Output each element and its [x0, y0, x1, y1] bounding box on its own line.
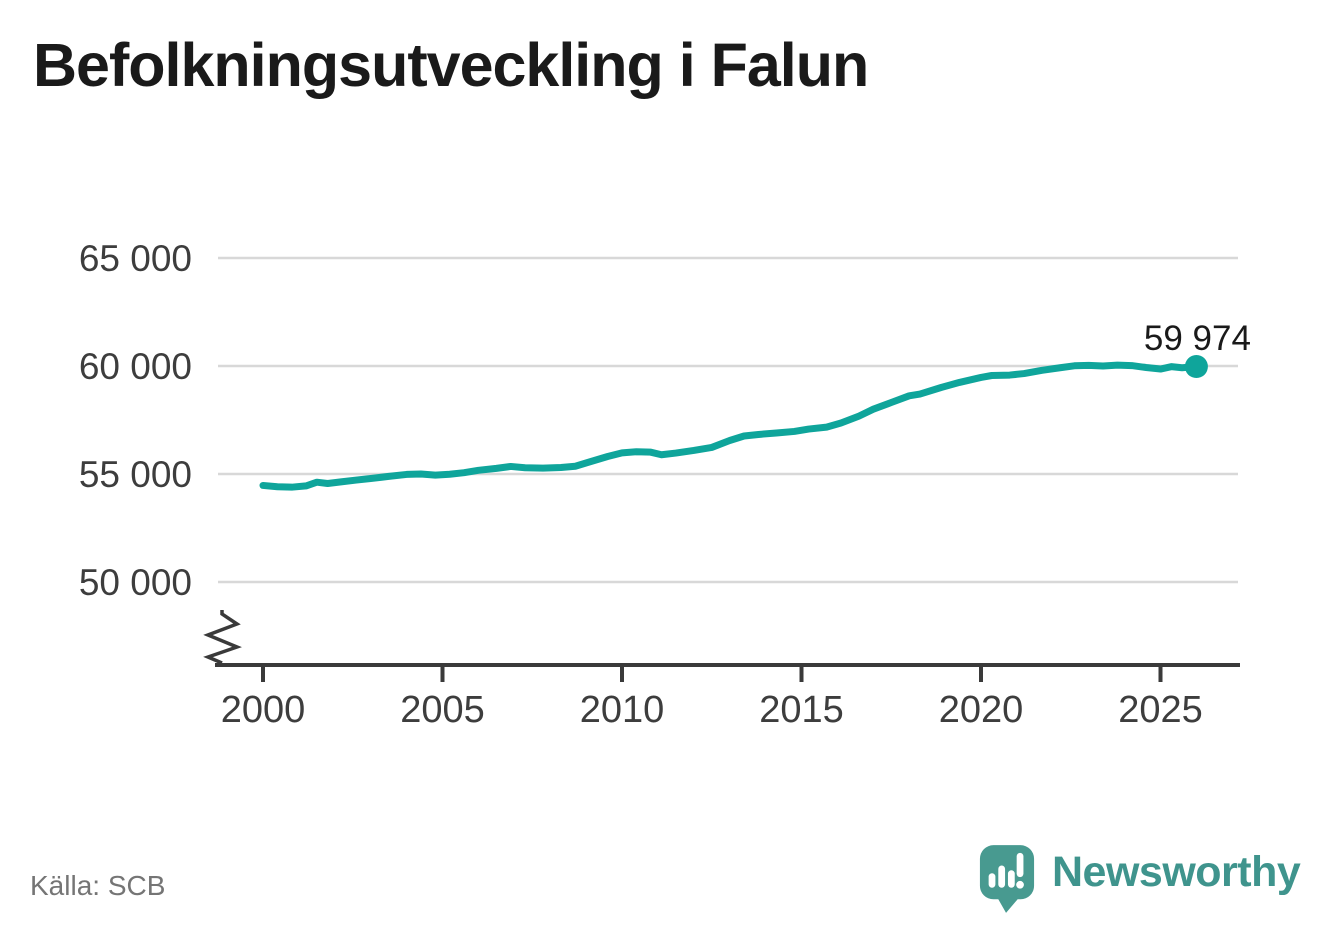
bar-chart-icon [988, 873, 996, 888]
latest-point [1184, 355, 1208, 379]
y-axis-label: 50 000 [79, 562, 192, 603]
chart-title: Befolkningsutveckling i Falun [33, 31, 869, 99]
bar-chart-icon [998, 865, 1006, 888]
x-axis-label: 2005 [400, 689, 485, 731]
x-axis-label: 2000 [221, 689, 306, 731]
x-axis-label: 2015 [759, 689, 844, 731]
newsworthy-bubble-icon [979, 845, 1035, 913]
x-axis-label: 2025 [1118, 689, 1203, 731]
data-line [259, 361, 1200, 491]
x-axis-label: 2010 [580, 689, 665, 731]
newsworthy-logo: Newsworthy [978, 843, 1301, 913]
newsworthy-wordmark: Newsworthy [1052, 848, 1301, 896]
source-note: Källa: SCB [30, 870, 166, 901]
exclamation-icon [1016, 852, 1024, 878]
latest-value-label: 59 974 [1144, 319, 1251, 358]
y-axis-label: 60 000 [79, 346, 192, 387]
y-axis-label: 55 000 [79, 454, 192, 495]
axis-break-icon [203, 610, 242, 665]
bar-chart-icon [1007, 870, 1015, 888]
speech-bubble-shape [979, 845, 1035, 913]
y-axis-label: 65 000 [79, 238, 192, 279]
x-axis-label: 2020 [939, 689, 1024, 731]
exclamation-icon [1016, 880, 1024, 889]
